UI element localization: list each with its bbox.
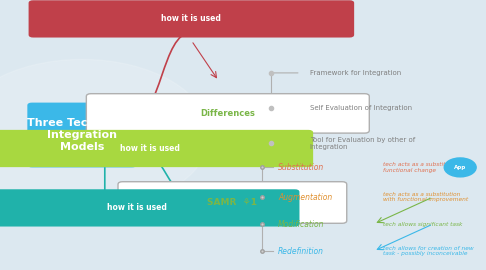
Text: Three Technology
Integration
Models: Three Technology Integration Models bbox=[27, 119, 137, 151]
Text: Augmentation: Augmentation bbox=[278, 193, 332, 202]
FancyBboxPatch shape bbox=[87, 94, 369, 133]
Text: Framework for Integration: Framework for Integration bbox=[310, 70, 401, 76]
FancyBboxPatch shape bbox=[0, 130, 313, 167]
FancyBboxPatch shape bbox=[29, 0, 354, 38]
Text: App: App bbox=[454, 165, 467, 170]
Text: Redefinition: Redefinition bbox=[278, 247, 324, 256]
Text: tech allows for creation of new
task - possibly inconceivable: tech allows for creation of new task - p… bbox=[383, 246, 473, 256]
FancyBboxPatch shape bbox=[118, 182, 347, 223]
Text: tech allows significant task: tech allows significant task bbox=[383, 222, 462, 227]
Text: Differences: Differences bbox=[200, 109, 255, 118]
Text: Tool for Evaluation by other of
Integration: Tool for Evaluation by other of Integrat… bbox=[310, 137, 415, 150]
Text: Modification: Modification bbox=[278, 220, 325, 229]
FancyBboxPatch shape bbox=[0, 189, 299, 227]
Text: tech acts as a substitute
functional change: tech acts as a substitute functional cha… bbox=[383, 162, 455, 173]
Text: Substitution: Substitution bbox=[278, 163, 324, 172]
Text: how it is used: how it is used bbox=[161, 14, 221, 23]
Text: SAMR  ⚘1: SAMR ⚘1 bbox=[208, 198, 258, 207]
FancyBboxPatch shape bbox=[27, 103, 137, 167]
Text: how it is used: how it is used bbox=[121, 144, 180, 153]
Circle shape bbox=[444, 158, 476, 177]
Text: tech acts as a substitution
with functional improvement: tech acts as a substitution with functio… bbox=[383, 192, 468, 202]
Text: how it is used: how it is used bbox=[107, 203, 167, 212]
Circle shape bbox=[0, 59, 209, 211]
Text: Self Evaluation of Integration: Self Evaluation of Integration bbox=[310, 105, 412, 111]
